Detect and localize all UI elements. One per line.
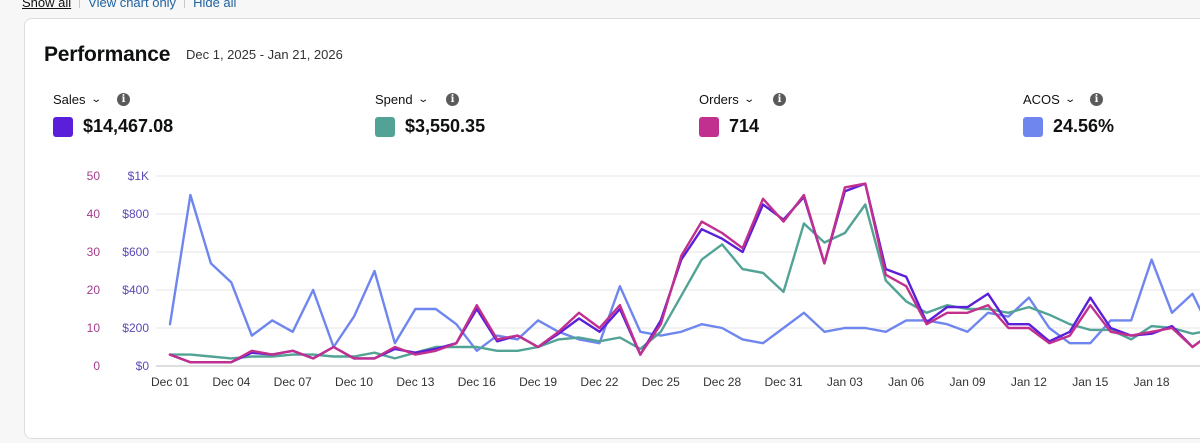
x-tick-label: Dec 13	[396, 375, 434, 389]
chevron-down-icon: ⌄	[89, 93, 102, 105]
chevron-down-icon: ⌄	[1064, 93, 1076, 105]
metric-selector-spend[interactable]: Spend ⌄	[375, 91, 485, 107]
x-tick-label: Jan 06	[888, 375, 924, 389]
metric-label: ACOS	[1023, 91, 1060, 107]
y-tick-label-right: $0	[136, 359, 150, 373]
metric-value: $14,467.08	[83, 116, 174, 136]
x-tick-label: Dec 10	[335, 375, 373, 389]
metric-selector-acos[interactable]: ACOS ⌄	[1023, 91, 1114, 107]
info-icon[interactable]: i	[1090, 93, 1103, 106]
link-divider	[184, 0, 186, 8]
view-toggle-links: Show all View chart only Hide all	[22, 0, 236, 10]
series-line-orders	[168, 182, 1200, 364]
x-tick-label: Dec 07	[274, 375, 312, 389]
x-tick-label: Dec 25	[642, 375, 680, 389]
series-line-acos	[168, 193, 1200, 352]
metric-color-swatch[interactable]	[53, 116, 73, 137]
show-all-link[interactable]: Show all	[22, 0, 72, 10]
metric-spend: Spend ⌄ i $3,550.35	[375, 91, 485, 137]
metric-color-swatch[interactable]	[699, 116, 719, 137]
metric-acos: ACOS ⌄ i 24.56%	[1023, 91, 1114, 137]
performance-title: Performance	[44, 43, 171, 66]
y-tick-label-right: $800	[122, 207, 149, 221]
x-tick-label: Jan 12	[1011, 375, 1047, 389]
date-range: Dec 1, 2025 - Jan 21, 2026	[186, 47, 343, 62]
metric-value: $3,550.35	[405, 116, 486, 136]
y-tick-label-left: 20	[87, 283, 101, 297]
y-tick-label-right: $200	[122, 321, 149, 335]
y-tick-label-right: $600	[122, 245, 149, 259]
metric-label: Spend	[375, 91, 413, 107]
series-line-sales	[168, 182, 1200, 364]
x-tick-label: Dec 04	[212, 375, 250, 389]
performance-card: Performance Dec 1, 2025 - Jan 21, 2026 S…	[24, 18, 1200, 439]
x-tick-label: Dec 19	[519, 375, 557, 389]
y-tick-label-right: $1K	[128, 169, 149, 183]
x-tick-label: Dec 31	[764, 375, 802, 389]
metric-value: 24.56%	[1053, 116, 1115, 136]
metric-value: 714	[729, 116, 760, 136]
x-tick-label: Dec 22	[580, 375, 618, 389]
chevron-down-icon: ⌄	[743, 93, 755, 105]
series-line-spend	[168, 203, 1200, 360]
view-chart-only-link[interactable]: View chart only	[88, 0, 177, 10]
y-tick-label-left: 30	[87, 245, 101, 259]
metric-selector-orders[interactable]: Orders ⌄	[699, 91, 759, 107]
x-tick-label: Jan 18	[1134, 375, 1170, 389]
y-tick-label-left: 10	[87, 321, 101, 335]
info-icon[interactable]: i	[773, 93, 786, 106]
metric-label: Sales	[53, 91, 86, 107]
metric-color-swatch[interactable]	[375, 116, 395, 137]
metric-label: Orders	[699, 91, 739, 107]
link-divider	[79, 0, 81, 8]
y-tick-label-left: 40	[87, 207, 101, 221]
metric-color-swatch[interactable]	[1023, 116, 1043, 137]
x-tick-label: Jan 03	[827, 375, 863, 389]
metric-sales: Sales ⌄ i $14,467.08	[53, 91, 173, 137]
info-icon[interactable]: i	[446, 93, 459, 106]
y-tick-label-left: 0	[93, 359, 100, 373]
x-tick-label: Jan 15	[1072, 375, 1108, 389]
y-tick-label-left: 50	[87, 169, 101, 183]
y-tick-label-right: $400	[122, 283, 149, 297]
x-tick-label: Dec 16	[458, 375, 496, 389]
hide-all-link[interactable]: Hide all	[193, 0, 237, 10]
metric-selector-sales[interactable]: Sales ⌄	[53, 91, 173, 107]
x-tick-label: Dec 01	[151, 375, 189, 389]
x-tick-label: Dec 28	[703, 375, 741, 389]
chevron-down-icon: ⌄	[416, 93, 429, 105]
x-tick-label: Jan 09	[950, 375, 986, 389]
info-icon[interactable]: i	[117, 93, 130, 106]
metric-orders: Orders ⌄ i 714	[699, 91, 786, 137]
